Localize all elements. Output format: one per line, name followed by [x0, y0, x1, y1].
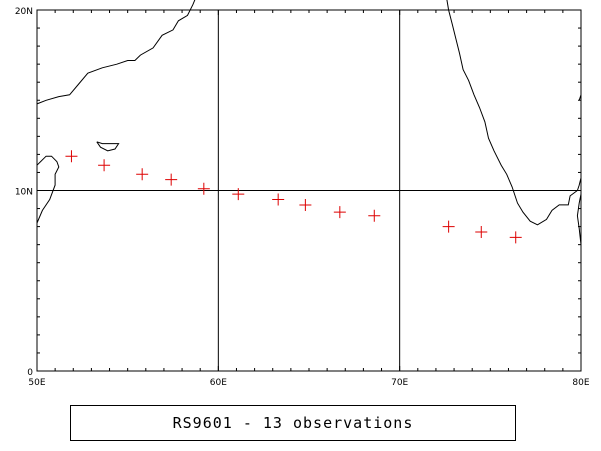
grid-layer	[37, 10, 581, 371]
coastline-layer	[36, 0, 582, 260]
caption-text: RS9601 - 13 observations	[172, 414, 414, 432]
y-tick-label: 20N	[15, 7, 33, 17]
tick-label-layer: 50E 60E 70E 80E 0 10N 20N	[15, 7, 590, 388]
observation-marker	[197, 182, 210, 195]
x-tick-label: 50E	[28, 378, 45, 388]
observation-marker	[509, 231, 522, 244]
observation-marker	[136, 168, 149, 181]
arabia-coastline	[36, 0, 196, 105]
observation-marker	[232, 188, 245, 201]
observation-marker	[272, 193, 285, 206]
observation-marker	[165, 173, 178, 186]
x-tick-label: 60E	[210, 378, 227, 388]
somalia-coastline	[36, 155, 60, 224]
observation-layer	[65, 150, 522, 244]
observation-marker	[333, 206, 346, 219]
tick-layer	[36, 9, 582, 372]
india-coastline	[446, 0, 582, 226]
observation-marker	[65, 150, 78, 163]
observation-marker	[475, 226, 488, 239]
caption-box: RS9601 - 13 observations	[70, 405, 516, 441]
observation-marker	[299, 198, 312, 211]
observation-marker	[368, 209, 381, 222]
y-tick-label: 0	[27, 368, 33, 378]
y-tick-label: 10N	[15, 188, 33, 198]
x-tick-label: 70E	[391, 378, 408, 388]
x-tick-label: 80E	[572, 378, 589, 388]
observation-marker	[98, 159, 111, 172]
socotra-coastline	[96, 141, 120, 152]
observation-marker	[442, 220, 455, 233]
